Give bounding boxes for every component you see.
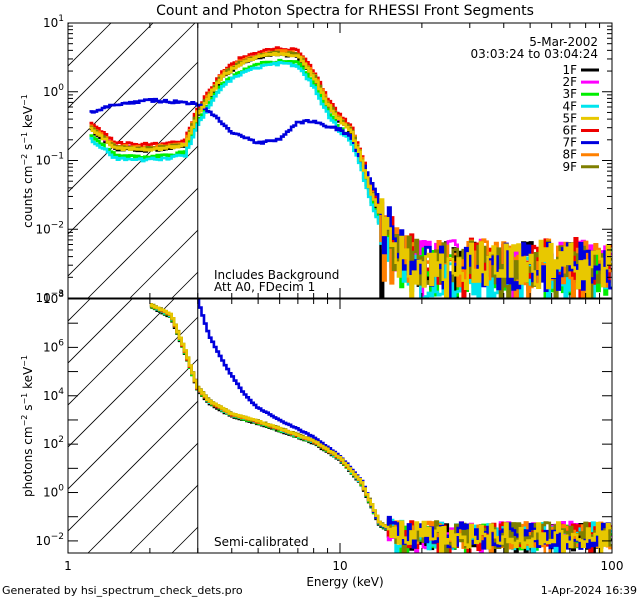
hatch-line [68,299,217,448]
footer-timestamp: 1-Apr-2024 16:39 [541,584,637,597]
hatch-line [68,299,175,406]
y-tick-label: 102 [43,435,64,451]
legend-label-8F: 8F [562,148,577,162]
y-tick-label: 101 [43,14,64,30]
hatch-line [0,299,6,553]
y-tick-label: 10−2 [35,220,64,236]
legend-label-5F: 5F [562,111,577,125]
photon-series-group [149,299,612,553]
y-tick-label: 10−3 [35,289,64,305]
legend-label-9F: 9F [562,160,577,174]
hatch-line [68,23,196,151]
legend-label-6F: 6F [562,124,577,138]
legend-label-7F: 7F [562,136,577,150]
hatch-line [68,299,91,322]
annotation-semi-calibrated: Semi-calibrated [214,535,309,549]
count-series-group [89,46,612,298]
legend-label-1F: 1F [562,63,577,77]
series-5F-photon-spectrum [149,303,612,553]
y-tick-label: 104 [43,387,64,403]
y-tick-label: 100 [43,83,64,99]
time-range-label: 03:03:24 to 03:04:24 [471,47,598,61]
x-tick-label: 100 [601,559,624,573]
hatch-line [68,299,133,364]
chart-title: Count and Photon Spectra for RHESSI Fron… [156,3,534,19]
count-ylabel: counts cm−2 s−1 keV−1 [20,94,35,228]
hatch-line [68,23,238,193]
y-tick-label: 10−1 [35,152,64,168]
hatch-line [68,23,154,109]
annotation-background: Includes Background [214,268,339,282]
legend-label-4F: 4F [562,99,577,113]
hatched-region-bottom [0,299,612,553]
series-5F-count-spectrum [89,52,612,298]
date-label: 5-Mar-2002 [529,35,598,49]
annotation-attenuator: Att A0, FDecim 1 [214,280,315,294]
y-tick-label: 106 [43,338,64,354]
x-tick-label: 1 [64,559,72,573]
y-tick-label: 10−2 [35,532,64,548]
y-tick-label: 108 [43,290,64,306]
legend-label-3F: 3F [562,87,577,101]
x-tick-label: 10 [332,559,347,573]
y-tick-label: 100 [43,484,64,500]
photon-ylabel: photons cm−2 s−1 keV−1 [20,355,35,497]
x-axis-label: Energy (keV) [306,575,383,589]
footer-generated-by: Generated by hsi_spectrum_check_dets.pro [2,584,243,597]
legend-label-2F: 2F [562,75,577,89]
